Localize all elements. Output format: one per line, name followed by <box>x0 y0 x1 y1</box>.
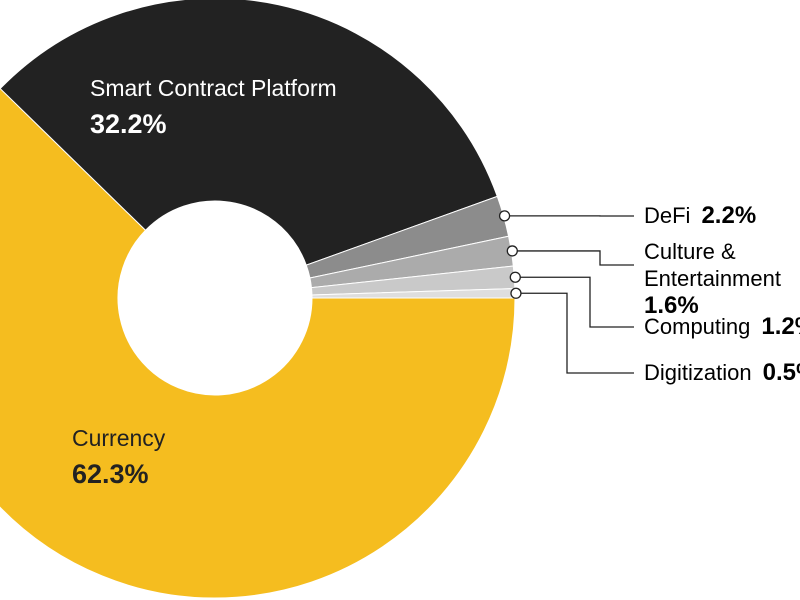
leader-dot <box>509 271 521 283</box>
donut-slice <box>0 0 498 266</box>
category-label: Culture & Entertainment <box>644 239 781 291</box>
value-label: 62.3% <box>72 459 149 489</box>
donut-slice <box>0 87 516 599</box>
slice-label: Smart Contract Platform 32.2% <box>90 70 337 142</box>
value-label: 2.2% <box>701 202 757 229</box>
category-label: DeFi <box>644 203 691 228</box>
callout-label: Digitization 0.5% <box>644 359 800 386</box>
callout-label: Culture & Entertainment 1.6% <box>644 238 794 319</box>
category-label: Currency <box>72 425 166 451</box>
category-label: Computing <box>644 314 751 339</box>
leader-line <box>515 292 634 374</box>
callout-label: Computing 1.2% <box>644 313 800 340</box>
value-label: 1.6% <box>644 292 699 319</box>
value-label: 32.2% <box>90 109 167 139</box>
leader-line <box>515 276 634 328</box>
leader-line <box>512 250 634 266</box>
leader-dot <box>498 210 511 222</box>
callout-label: DeFi 2.2% <box>644 202 756 229</box>
category-label: Smart Contract Platform <box>90 75 337 101</box>
value-label: 0.5% <box>762 359 800 386</box>
value-label: 1.2% <box>761 313 800 340</box>
category-label: Digitization <box>644 360 752 385</box>
slice-label: Currency 62.3% <box>72 420 165 492</box>
leader-dot <box>506 245 518 257</box>
leader-dot <box>510 287 522 299</box>
